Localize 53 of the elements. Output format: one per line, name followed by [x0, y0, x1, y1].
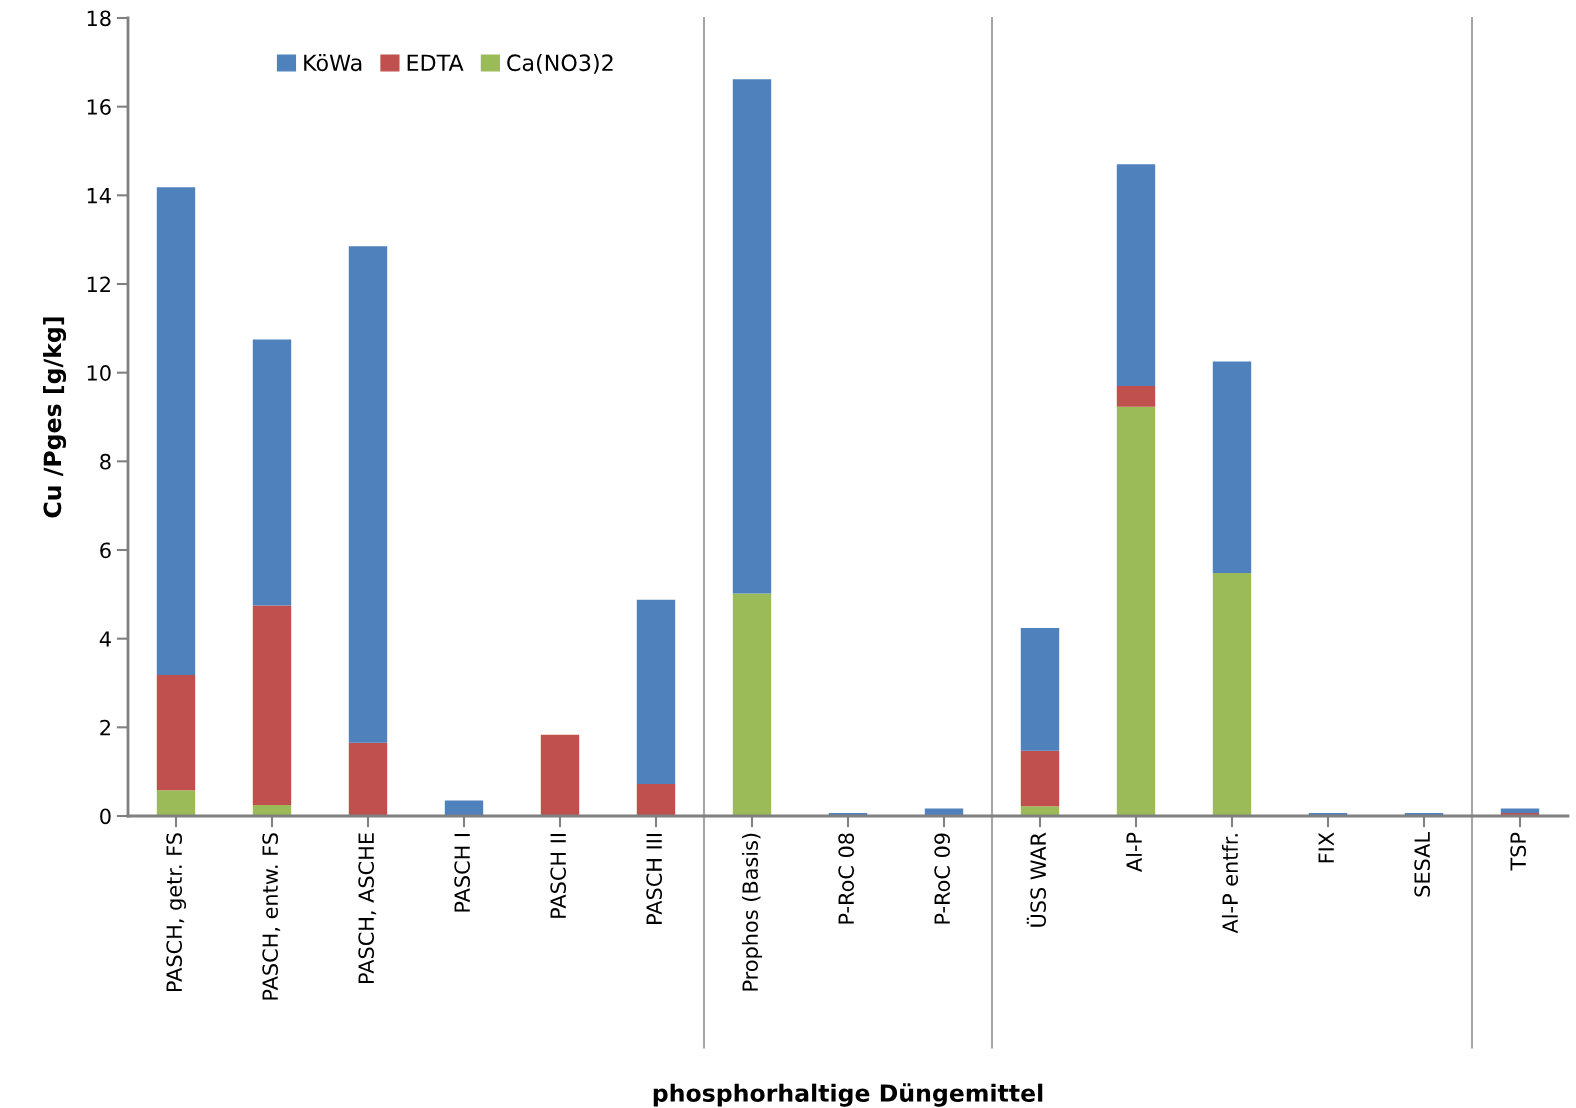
bar	[636, 599, 676, 785]
y-tick-label: 12	[87, 276, 110, 292]
bar	[732, 593, 772, 816]
bar	[348, 742, 388, 816]
x-tick-label: Al-P	[1125, 832, 1142, 872]
legend-label: Ca(NO3)2	[507, 53, 613, 74]
bar	[1116, 406, 1156, 816]
x-tick-label: PASCH, getr. FS	[166, 833, 187, 992]
y-tick-label: 16	[87, 99, 111, 115]
bar	[1020, 750, 1060, 807]
x-tick-label: PASCH III	[646, 834, 663, 924]
bar	[252, 339, 292, 606]
bar	[1500, 808, 1540, 813]
bar	[444, 800, 484, 816]
x-tick-label: SESAL	[1414, 832, 1431, 897]
x-tick-label: ÜSS WAR	[1026, 832, 1047, 927]
legend-label: KöWa	[304, 54, 362, 72]
x-tick-label: P-RoC 09	[934, 833, 951, 924]
x-tick-label: P-RoC 08	[838, 833, 855, 924]
legend-label: EDTA	[407, 54, 464, 71]
x-tick-label: PASCH I	[454, 834, 471, 912]
y-tick-label: 6	[100, 542, 111, 559]
bar	[924, 808, 964, 816]
bar	[1020, 628, 1060, 751]
x-tick-label: PASCH, ASCHE	[358, 833, 377, 983]
x-tick-label: Al-P entfr.	[1221, 834, 1239, 934]
bar	[348, 246, 388, 743]
y-tick-label: 10	[87, 365, 111, 381]
bar	[1212, 361, 1252, 574]
bar	[636, 784, 676, 816]
x-axis-title: phosphorhaltige Düngemittel	[653, 1083, 1043, 1107]
bar	[1212, 573, 1252, 816]
bar	[1116, 385, 1156, 407]
y-axis-title: Cu /Pges [g/kg]	[43, 317, 67, 518]
x-tick-label: Prophos (Basis)	[741, 833, 763, 991]
bar	[252, 605, 292, 805]
bar	[540, 734, 580, 816]
x-tick-label: TSP	[1510, 832, 1527, 871]
y-tick-label: 2	[100, 719, 110, 736]
y-tick-label: 4	[99, 631, 111, 647]
y-tick-label: 0	[100, 808, 111, 825]
bar	[732, 79, 772, 594]
y-tick-label: 18	[87, 10, 111, 27]
bar	[1116, 164, 1156, 386]
x-tick-label: PASCH II	[550, 834, 567, 918]
bar	[156, 187, 196, 676]
bar	[1020, 806, 1060, 816]
x-tick-label: FIX	[1318, 832, 1334, 863]
x-tick-label: PASCH, entw. FS	[262, 833, 281, 1000]
y-tick-label: 14	[87, 188, 111, 204]
bar	[156, 675, 196, 791]
y-tick-label: 8	[100, 453, 111, 470]
bar	[156, 790, 196, 816]
